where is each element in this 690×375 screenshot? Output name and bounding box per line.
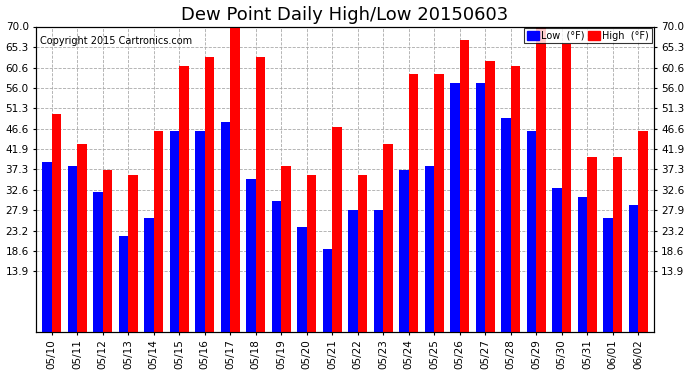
- Bar: [307, 175, 317, 332]
- Bar: [195, 131, 205, 332]
- Bar: [246, 179, 256, 332]
- Bar: [154, 131, 164, 332]
- Bar: [52, 114, 61, 332]
- Bar: [578, 196, 587, 332]
- Bar: [322, 249, 333, 332]
- Bar: [408, 75, 418, 332]
- Bar: [552, 188, 562, 332]
- Bar: [399, 171, 408, 332]
- Bar: [42, 162, 52, 332]
- Bar: [501, 118, 511, 332]
- Bar: [383, 144, 393, 332]
- Bar: [77, 144, 87, 332]
- Bar: [333, 127, 342, 332]
- Bar: [424, 166, 434, 332]
- Bar: [282, 166, 291, 332]
- Bar: [170, 131, 179, 332]
- Bar: [205, 57, 215, 332]
- Bar: [230, 27, 240, 332]
- Bar: [272, 201, 282, 332]
- Bar: [587, 158, 597, 332]
- Bar: [613, 158, 622, 332]
- Title: Dew Point Daily High/Low 20150603: Dew Point Daily High/Low 20150603: [181, 6, 509, 24]
- Bar: [144, 219, 154, 332]
- Bar: [536, 27, 546, 332]
- Bar: [68, 166, 77, 332]
- Bar: [450, 83, 460, 332]
- Bar: [179, 66, 189, 332]
- Bar: [434, 75, 444, 332]
- Bar: [348, 210, 357, 332]
- Text: Copyright 2015 Cartronics.com: Copyright 2015 Cartronics.com: [39, 36, 192, 46]
- Bar: [562, 44, 571, 332]
- Bar: [511, 66, 520, 332]
- Bar: [119, 236, 128, 332]
- Bar: [103, 171, 112, 332]
- Bar: [128, 175, 138, 332]
- Bar: [297, 227, 307, 332]
- Bar: [603, 219, 613, 332]
- Bar: [460, 40, 469, 332]
- Legend: Low  (°F), High  (°F): Low (°F), High (°F): [524, 28, 651, 43]
- Bar: [526, 131, 536, 332]
- Bar: [357, 175, 368, 332]
- Bar: [256, 57, 266, 332]
- Bar: [485, 62, 495, 332]
- Bar: [373, 210, 383, 332]
- Bar: [221, 123, 230, 332]
- Bar: [475, 83, 485, 332]
- Bar: [629, 206, 638, 332]
- Bar: [93, 192, 103, 332]
- Bar: [638, 131, 648, 332]
